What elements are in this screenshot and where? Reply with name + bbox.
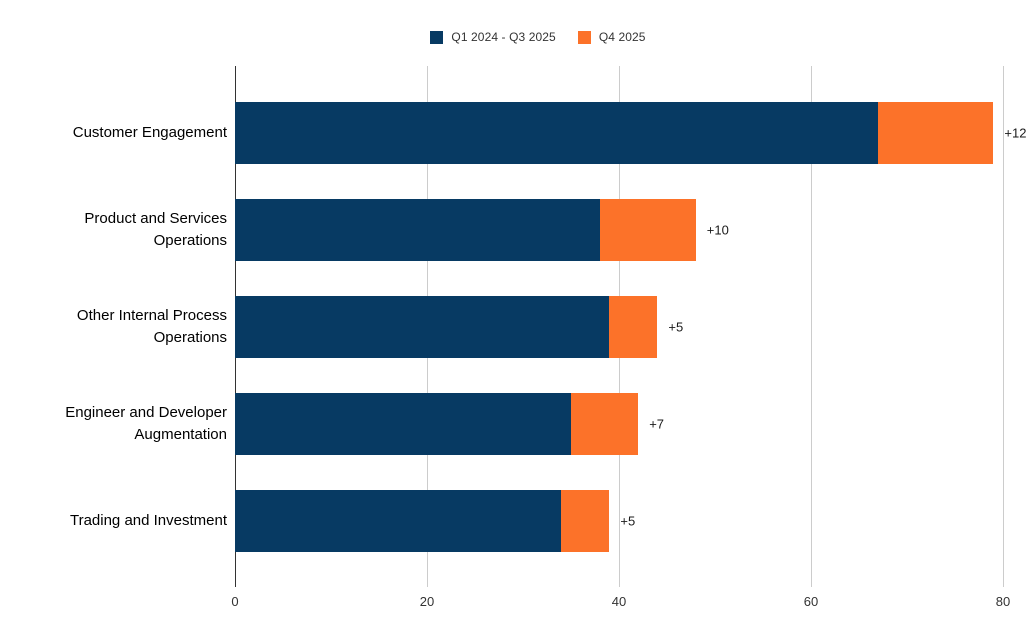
bar-segment-q4-2025[interactable]	[609, 296, 658, 358]
bar-annotation: +5	[668, 319, 684, 335]
category-label: Customer Engagement	[72, 124, 227, 141]
category-label: Trading and Investment	[69, 512, 227, 529]
legend-item-q1-2024-q3-2025[interactable]: Q1 2024 - Q3 2025	[430, 30, 556, 44]
bar-segment-q4-2025[interactable]	[599, 199, 696, 261]
x-axis-tick-label: 40	[611, 594, 627, 609]
bar-segment-q1-2024-q3-2025[interactable]	[235, 199, 600, 261]
bar-segment-q1-2024-q3-2025[interactable]	[235, 296, 610, 358]
legend-swatch-icon	[577, 30, 591, 44]
legend-item-q4-2025[interactable]: Q4 2025	[577, 30, 646, 44]
gridline	[811, 66, 812, 587]
legend-label: Q1 2024 - Q3 2025	[451, 30, 556, 44]
plot-area: 0 20 40 60 80 +12 +10 +5 +7 +5	[231, 66, 1026, 609]
x-axis-tick-label: 0	[231, 594, 239, 609]
bar-segment-q4-2025[interactable]	[571, 393, 639, 455]
x-axis-tick-label: 60	[803, 594, 819, 609]
bar-annotation: +12	[1004, 125, 1027, 141]
bar-annotation: +7	[649, 416, 665, 432]
bar-annotation: +5	[620, 513, 636, 529]
legend-label: Q4 2025	[598, 30, 646, 44]
category-label: Other Internal Process Operations	[76, 307, 227, 346]
chart-legend: Q1 2024 - Q3 2025 Q4 2025	[0, 26, 1036, 48]
gridline	[1003, 66, 1004, 587]
bar-segment-q4-2025[interactable]	[878, 102, 994, 164]
legend-swatch-icon	[430, 30, 444, 44]
bar-segment-q1-2024-q3-2025[interactable]	[235, 102, 879, 164]
bar-segment-q1-2024-q3-2025[interactable]	[235, 393, 571, 455]
bar-segment-q1-2024-q3-2025[interactable]	[235, 490, 562, 552]
category-label: Product and Services Operations	[84, 210, 227, 249]
category-label: Engineer and Developer Augmentation	[65, 404, 227, 443]
bar-segment-q4-2025[interactable]	[561, 490, 610, 552]
x-axis-tick-label: 80	[995, 594, 1011, 609]
x-axis-tick-label: 20	[419, 594, 435, 609]
bar-annotation: +10	[706, 222, 729, 238]
